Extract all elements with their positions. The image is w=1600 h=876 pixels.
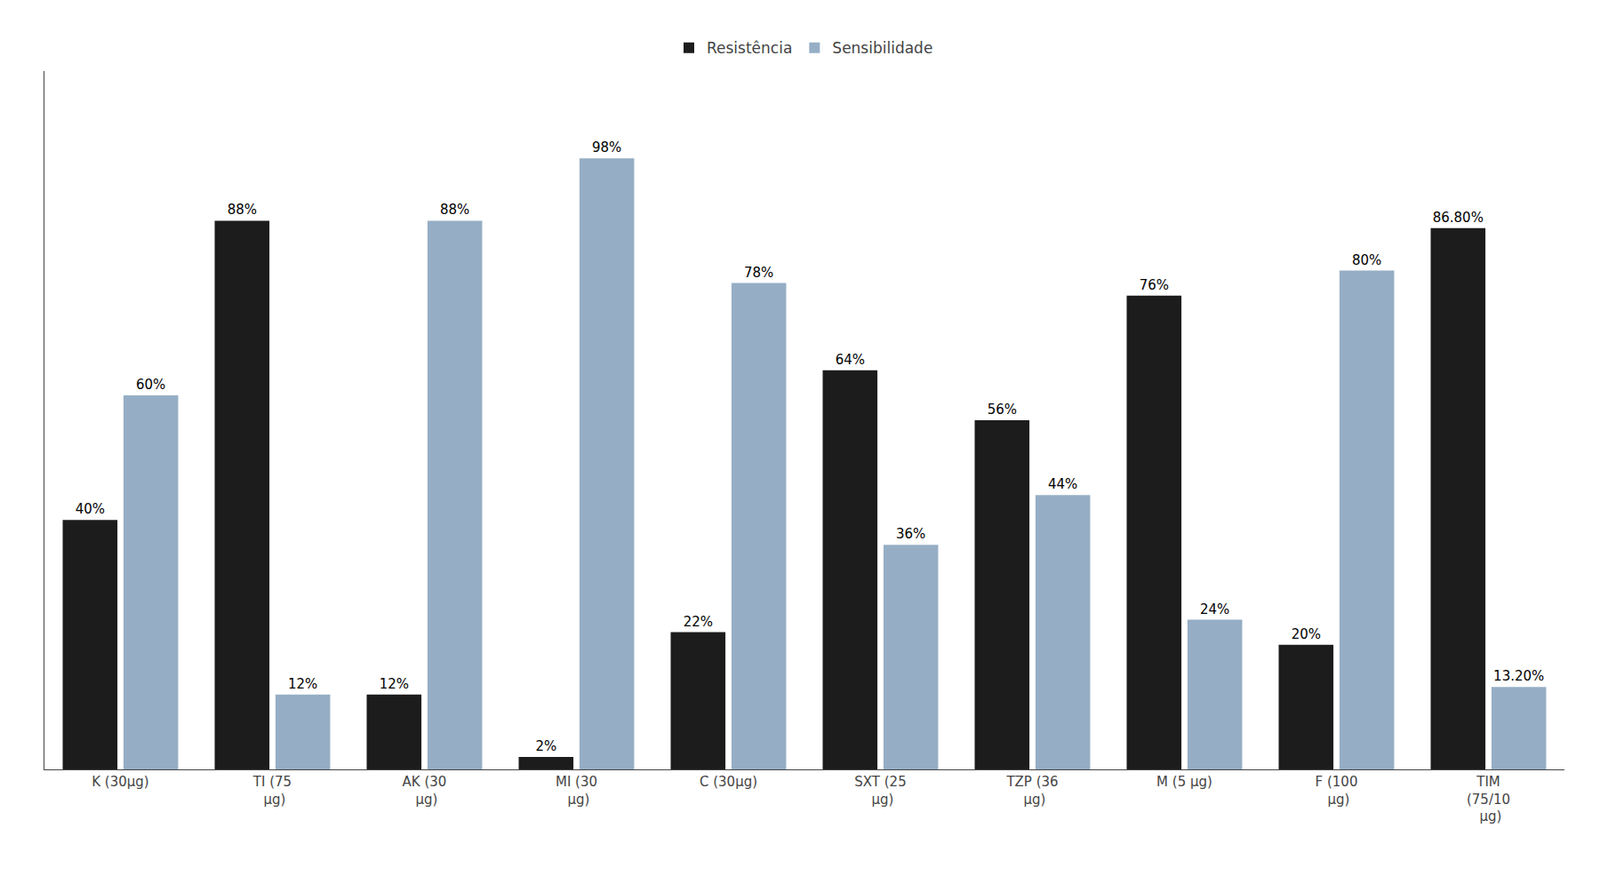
svg-text:98%: 98%: [592, 139, 622, 156]
svg-text:40%: 40%: [75, 501, 105, 518]
svg-text:24%: 24%: [1200, 601, 1230, 618]
svg-text:Resistência: Resistência: [706, 39, 792, 57]
svg-text:80%: 80%: [1352, 252, 1382, 269]
svg-text:44%: 44%: [1048, 476, 1078, 493]
svg-text:SXT (25 μg): SXT (25 μg): [854, 774, 906, 808]
svg-text:56%: 56%: [987, 401, 1017, 418]
svg-text:MI (30 μg): MI (30 μg): [555, 774, 598, 808]
svg-text:C (30μg): C (30μg): [699, 774, 758, 791]
svg-text:TIM(75/10 μg): TIM(75/10 μg): [1466, 774, 1511, 825]
svg-text:12%: 12%: [288, 676, 318, 693]
svg-text:78%: 78%: [744, 264, 774, 281]
svg-text:88%: 88%: [440, 201, 470, 218]
svg-text:36%: 36%: [896, 526, 926, 543]
svg-text:TI (75 μg): TI (75 μg): [252, 774, 292, 808]
svg-text:60%: 60%: [136, 376, 166, 393]
svg-text:20%: 20%: [1291, 626, 1321, 643]
svg-text:88%: 88%: [227, 201, 257, 218]
svg-text:M (5 μg): M (5 μg): [1156, 774, 1213, 791]
svg-text:AK (30 μg): AK (30 μg): [402, 774, 448, 808]
svg-text:64%: 64%: [835, 352, 865, 368]
svg-text:13.20%: 13.20%: [1493, 668, 1544, 685]
svg-text:TZP (36 μg): TZP (36 μg): [1005, 774, 1058, 808]
svg-text:22%: 22%: [683, 614, 713, 631]
svg-text:2%: 2%: [535, 738, 557, 755]
svg-text:F (100 μg): F (100 μg): [1315, 774, 1359, 808]
svg-text:K (30μg): K (30μg): [91, 774, 149, 791]
svg-text:76%: 76%: [1139, 277, 1169, 294]
svg-text:Sensibilidade: Sensibilidade: [832, 39, 933, 57]
svg-text:12%: 12%: [379, 676, 409, 693]
svg-text:86.80%: 86.80%: [1432, 209, 1484, 226]
